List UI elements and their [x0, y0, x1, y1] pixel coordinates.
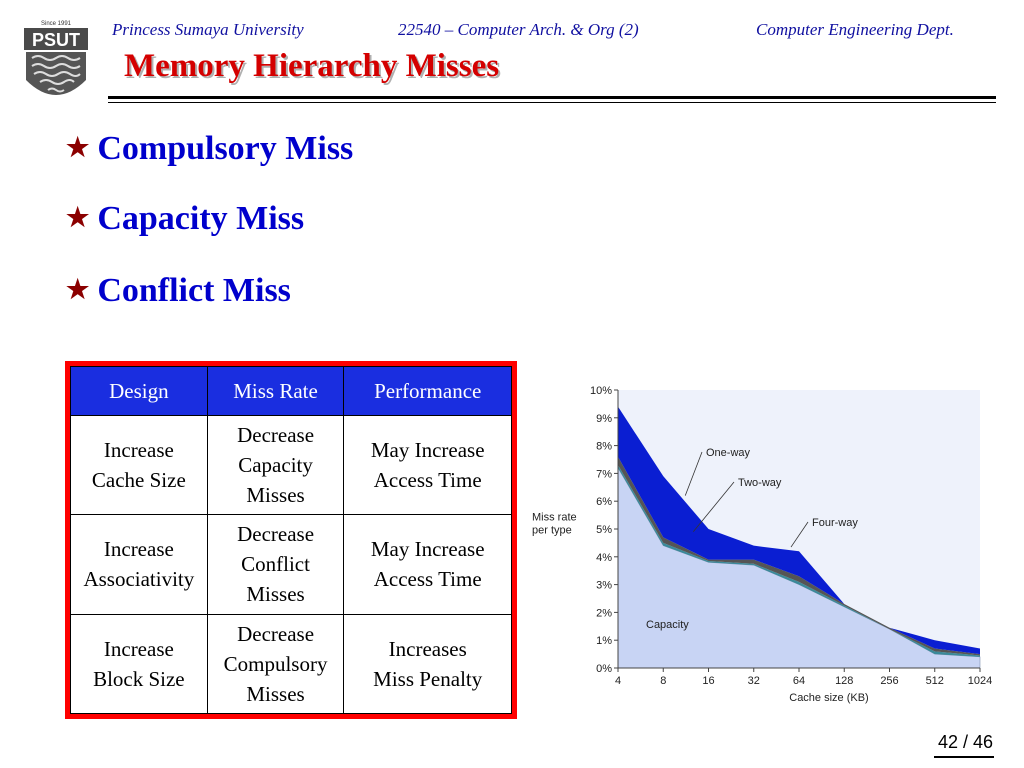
- cell-design: Increase Block Size: [70, 613, 208, 715]
- bullet-item: ★ Compulsory Miss: [66, 130, 353, 168]
- x-tick-label: 64: [793, 675, 805, 687]
- cell-miss-rate: Decrease Conflict Misses: [206, 514, 345, 615]
- x-axis-label: Cache size (KB): [789, 692, 868, 704]
- cell-line: Decrease: [237, 423, 315, 448]
- cell-design: Increase Cache Size: [70, 414, 208, 516]
- annotation-capacity: Capacity: [646, 619, 689, 631]
- bullet-text: Compulsory Miss: [97, 130, 354, 167]
- cell-line: Access Time: [373, 468, 482, 493]
- cell-line: Decrease: [237, 621, 315, 646]
- miss-rate-chart: 0% 1% 2% 3% 4% 5% 6% 7% 8% 9% 10% 4 8 16 32 64 128 256 512…: [532, 385, 992, 704]
- col-header-performance: Performance: [343, 366, 512, 416]
- miss-tradeoff-table: Design Miss Rate Performance Increase Cac…: [65, 361, 517, 719]
- x-tick-label: 16: [702, 675, 714, 687]
- y-tick-label: 10%: [590, 385, 612, 397]
- annotation-one-way: One-way: [706, 447, 751, 459]
- cell-line: May Increase: [370, 537, 485, 562]
- cell-line: Capacity: [238, 453, 313, 478]
- cell-line: Increase: [103, 636, 174, 661]
- table-row: Increase Block Size Decrease Compulsory Mis…: [70, 613, 512, 715]
- y-tick-label: 9%: [596, 413, 612, 425]
- title-rule: [108, 96, 996, 99]
- y-tick-label: 4%: [596, 552, 612, 564]
- cell-line: Misses: [246, 681, 305, 706]
- cell-miss-rate: Decrease Compulsory Misses: [206, 613, 345, 715]
- cell-line: Misses: [246, 483, 305, 508]
- cell-performance: Increases Miss Penalty: [343, 613, 512, 715]
- cell-performance: May Increase Access Time: [343, 514, 512, 615]
- cell-line: Block Size: [93, 666, 185, 691]
- bullet-text: Capacity Miss: [97, 200, 305, 237]
- table-row: Increase Associativity Decrease Conflict Mi…: [70, 514, 512, 615]
- y-tick-label: 5%: [596, 524, 612, 536]
- one-way-band: [618, 406, 980, 655]
- y-tick-label: 3%: [596, 580, 612, 592]
- cell-line: May Increase: [370, 438, 485, 463]
- table-header-row: Design Miss Rate Performance: [70, 366, 512, 416]
- bullet-item: ★ Capacity Miss: [66, 200, 304, 238]
- logo-name: PSUT: [32, 30, 80, 50]
- cell-design: Increase Associativity: [70, 514, 208, 615]
- header-university: Princess Sumaya University: [112, 20, 304, 39]
- page-number: 42 / 46: [938, 732, 994, 752]
- x-tick-label: 32: [748, 675, 760, 687]
- cell-line: Associativity: [83, 567, 195, 592]
- star-icon: ★: [66, 133, 90, 162]
- star-icon: ★: [66, 275, 90, 304]
- header-course: 22540 – Computer Arch. & Org (2): [398, 20, 639, 39]
- col-header-design: Design: [70, 366, 208, 416]
- cell-line: Increase: [103, 438, 174, 463]
- y-tick-label: 7%: [596, 468, 612, 480]
- header-dept: Computer Engineering Dept.: [756, 20, 954, 39]
- x-tick-label: 1024: [968, 675, 992, 687]
- logo-since: Since 1991: [41, 21, 72, 27]
- cell-line: Compulsory: [223, 651, 328, 676]
- y-tick-label: 1%: [596, 635, 612, 647]
- annotation-two-way: Two-way: [738, 477, 782, 489]
- x-tick-label: 512: [926, 675, 944, 687]
- page-underline: [934, 756, 994, 758]
- annotation-four-way: Four-way: [812, 517, 858, 529]
- y-tick-label: 8%: [596, 441, 612, 453]
- cell-line: Miss Penalty: [373, 666, 483, 691]
- star-icon: ★: [66, 203, 90, 232]
- cell-line: Cache Size: [91, 468, 186, 493]
- annotation-two-way-leader: [692, 481, 735, 533]
- x-tick-label: 256: [880, 675, 898, 687]
- y-tick-label: 0%: [596, 663, 612, 675]
- cell-line: Misses: [246, 582, 305, 607]
- cell-performance: May Increase Access Time: [343, 414, 512, 516]
- cell-line: Conflict: [241, 552, 310, 577]
- col-header-miss-rate: Miss Rate: [206, 366, 345, 416]
- cell-line: Increases: [388, 636, 467, 661]
- bullet-text: Conflict Miss: [97, 272, 291, 309]
- x-tick-label: 8: [660, 675, 666, 687]
- x-tick-label: 128: [835, 675, 853, 687]
- slide-title: Memory Hierarchy Misses: [124, 48, 500, 84]
- y-axis-label: per type: [532, 525, 572, 537]
- annotation-four-way-leader: [790, 521, 809, 548]
- bullet-item: ★ Conflict Miss: [66, 272, 291, 310]
- y-axis-label: Miss rate: [532, 512, 577, 524]
- x-tick-label: 4: [615, 675, 621, 687]
- title-rule-thin: [108, 102, 996, 103]
- table-row: Increase Cache Size Decrease Capacity Misse…: [70, 414, 512, 516]
- y-tick-label: 6%: [596, 496, 612, 508]
- y-tick-label: 2%: [596, 607, 612, 619]
- annotation-one-way-leader: [684, 451, 703, 496]
- cell-line: Access Time: [373, 567, 482, 592]
- cell-line: Decrease: [237, 522, 315, 547]
- cell-miss-rate: Decrease Capacity Misses: [206, 414, 345, 516]
- cell-line: Increase: [103, 537, 174, 562]
- psut-logo: Since 1991 PSUT: [24, 21, 88, 95]
